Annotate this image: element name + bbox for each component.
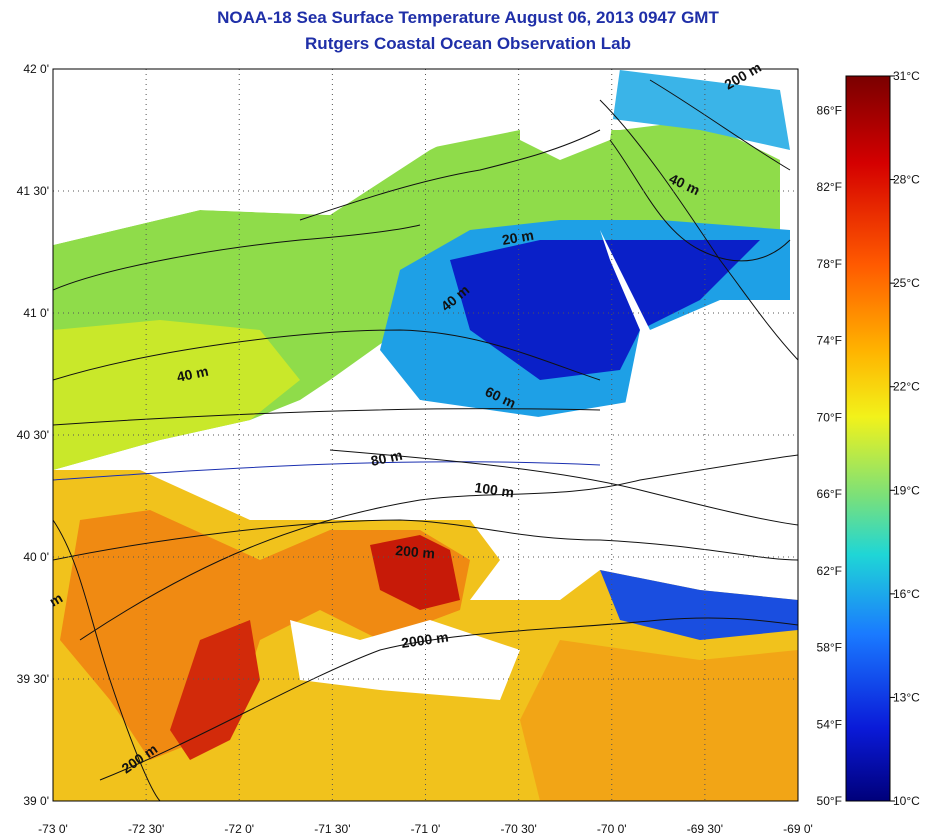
graticule (53, 69, 798, 801)
longitude-tick-label: -72 30' (128, 822, 164, 836)
colorbar-celsius-label: 31°C (893, 69, 920, 83)
coastline-cape-cod (609, 139, 791, 262)
yellow-green-band (53, 320, 300, 470)
contour-label: 20 m (501, 227, 535, 248)
colorbar-fahrenheit-label: 74°F (817, 334, 842, 348)
coastline-ct-ri (299, 129, 601, 221)
colorbar-fahrenheit-label: 70°F (817, 410, 842, 424)
map-subtitle: Rutgers Coastal Ocean Observation Lab (305, 34, 631, 53)
colorbar-fahrenheit-label: 86°F (817, 104, 842, 118)
land-new-england (53, 69, 520, 245)
contour-label: 200 m (395, 542, 436, 561)
latitude-tick-label: 40 30' (17, 428, 49, 442)
colorbar-celsius-label: 19°C (893, 483, 920, 497)
latitude-tick-labels: 42 0' 41 30' 41 0' 40 30' 40 0' 39 30' 39 0' (17, 62, 49, 808)
contour-label: 80 m (369, 447, 404, 469)
longitude-tick-label: -71 0' (411, 822, 441, 836)
latitude-tick-label: 42 0' (23, 62, 49, 76)
bathymetry-contours (53, 79, 798, 781)
colorbar-celsius-label: 28°C (893, 173, 920, 187)
cloud-mask (300, 400, 600, 480)
colorbar: 31°C 28°C 25°C 22°C 19°C 16°C 13°C 10°C 86°F 82°… (817, 69, 921, 808)
orange-band (60, 510, 470, 760)
longitude-tick-label: -70 0' (597, 822, 627, 836)
colorbar-gradient (845, 75, 891, 802)
very-cold-core (450, 240, 760, 380)
cloud-mask (470, 470, 798, 580)
colorbar-fahrenheit-label: 50°F (817, 794, 842, 808)
colorbar-fahrenheit-label: 58°F (817, 641, 842, 655)
coastline-nj (53, 519, 161, 801)
coastline (53, 129, 791, 801)
longitude-tick-label: -72 0' (224, 822, 254, 836)
longitude-tick-label: -73 0' (38, 822, 68, 836)
contour-label: 2000 m (400, 629, 449, 651)
longitude-tick-label: -69 0' (783, 822, 813, 836)
longitude-tick-labels: -73 0' -72 30' -72 0' -71 30' -71 0' -70 30' -… (38, 822, 813, 836)
colorbar-celsius-labels: 31°C 28°C 25°C 22°C 19°C 16°C 13°C 10°C (890, 69, 920, 808)
contour-line (79, 454, 798, 641)
hot-filament (170, 620, 260, 760)
map-title: NOAA-18 Sea Surface Temperature August 0… (217, 8, 719, 27)
hot-core (370, 535, 460, 610)
land-cape (520, 69, 620, 160)
colorbar-fahrenheit-label: 66°F (817, 487, 842, 501)
colorbar-fahrenheit-labels: 86°F 82°F 78°F 74°F 70°F 66°F 62°F 58°F 54°F 50°F (817, 104, 842, 808)
colorbar-celsius-label: 25°C (893, 276, 920, 290)
colorbar-celsius-label: 10°C (893, 794, 920, 808)
cold-east-filament (600, 570, 798, 640)
plot-frame (52, 68, 799, 802)
land-cape-cod (600, 230, 798, 440)
colorbar-fahrenheit-label: 82°F (817, 180, 842, 194)
contour-label: 40 m (175, 363, 210, 385)
colorbar-fahrenheit-label: 54°F (817, 717, 842, 731)
colorbar-celsius-label: 22°C (893, 380, 920, 394)
longitude-tick-label: -71 30' (314, 822, 350, 836)
longitude-tick-label: -69 30' (687, 822, 723, 836)
contour-line (599, 99, 798, 361)
colorbar-fahrenheit-label: 62°F (817, 564, 842, 578)
latitude-tick-label: 41 0' (23, 306, 49, 320)
warm-southeast (520, 640, 798, 801)
colorbar-celsius-label: 13°C (893, 690, 920, 704)
sst-field (53, 69, 798, 801)
contour-line (53, 519, 798, 561)
contour-line (329, 449, 798, 526)
latitude-tick-label: 41 30' (17, 184, 49, 198)
coastline-long-island (53, 224, 421, 291)
longitude-tick-label: -70 30' (500, 822, 536, 836)
contour-line (99, 617, 798, 781)
contour-line (53, 329, 601, 381)
cloud-mask (290, 620, 520, 700)
latitude-tick-label: 40 0' (23, 550, 49, 564)
contour-line (649, 79, 791, 171)
colorbar-celsius-label: 16°C (893, 587, 920, 601)
colorbar-fahrenheit-label: 78°F (817, 257, 842, 271)
contour-line (53, 408, 601, 426)
contour-label: 100 m (474, 479, 516, 500)
latitude-tick-label: 39 0' (23, 794, 49, 808)
contour-line (53, 461, 601, 481)
latitude-tick-label: 39 30' (17, 672, 49, 686)
